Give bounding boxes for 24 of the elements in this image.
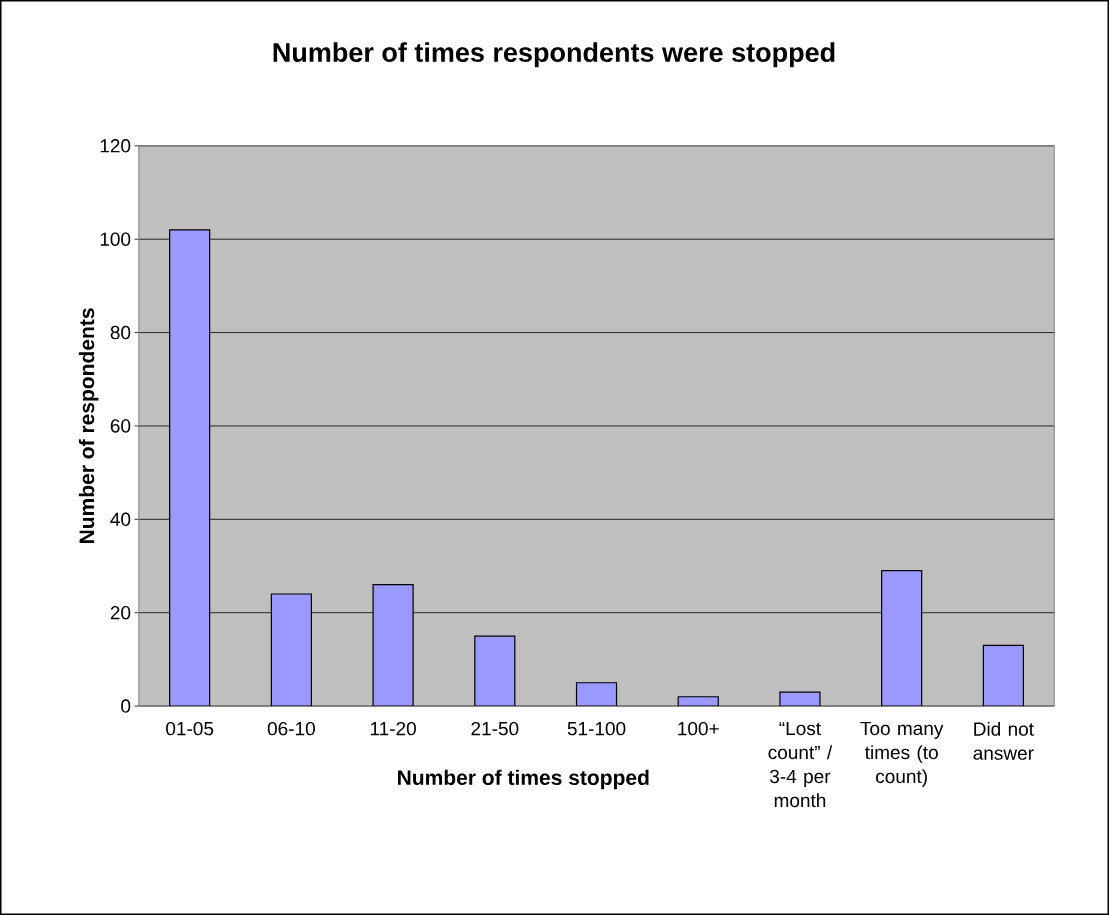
y-tick-label: 120: [100, 139, 131, 153]
bar: [474, 635, 516, 707]
x-axis-title: Number of times stopped: [398, 769, 649, 790]
y-tick-label: 60: [110, 419, 131, 433]
x-tick-label: 51-100: [567, 721, 626, 736]
bar: [575, 682, 618, 707]
bar: [779, 691, 821, 707]
chart-title: Number of times respondents were stopped: [273, 42, 835, 68]
x-tick-label: Too many times (to count): [860, 721, 944, 787]
bar: [677, 696, 719, 707]
x-tick-label: 100+: [678, 721, 719, 736]
y-tick-label: 40: [110, 512, 131, 527]
x-tick-label: 06-10: [267, 721, 315, 736]
bar: [982, 644, 1024, 707]
x-tick-label: “Lost count” / 3-4 per month: [768, 721, 833, 808]
x-tick-label: 11-20: [370, 721, 416, 736]
y-tick-label: 100: [100, 232, 131, 246]
y-tick-label: 20: [110, 606, 131, 620]
y-axis-title: Number of respondents: [78, 308, 99, 544]
y-tick-label: 80: [110, 325, 131, 340]
x-tick-label: Did not answer: [973, 721, 1034, 760]
x-tick-label: 21-50: [471, 721, 519, 736]
y-tick-label: 0: [121, 699, 131, 713]
x-tick-label: 01-05: [166, 721, 214, 736]
